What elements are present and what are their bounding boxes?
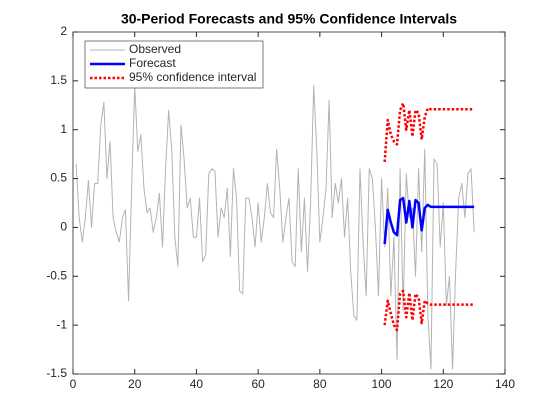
x-tick-label: 140 [495,377,515,391]
y-tick-label: -0.5 [46,268,67,282]
y-tick-label: -1 [56,317,67,331]
y-tick-label: 2 [60,24,67,38]
x-tick-label: 20 [128,377,142,391]
y-tick-label: -1.5 [46,366,67,380]
line-1 [383,196,475,245]
x-tick-label: 40 [190,377,204,391]
line-0 [75,85,475,370]
chart-title: 30-Period Forecasts and 95% Confidence I… [121,11,457,27]
plot-area [75,85,475,370]
upper-bound [383,102,475,163]
x-tick-label: 120 [433,377,453,391]
x-tick-label: 80 [313,377,327,391]
legend-label: Observed [129,42,181,56]
x-tick-label: 100 [372,377,392,391]
x-tick-label: 60 [251,377,265,391]
y-tick-label: 1 [60,122,67,136]
legend-label: 95% confidence interval [129,70,256,84]
y-tick-label: 1.5 [50,73,67,87]
y-tick-label: 0.5 [50,171,67,185]
legend-label: Forecast [129,56,176,70]
lower-bound [383,289,475,332]
x-tick-label: 0 [70,377,77,391]
axes-box [72,31,506,375]
y-tick-label: 0 [60,220,67,234]
